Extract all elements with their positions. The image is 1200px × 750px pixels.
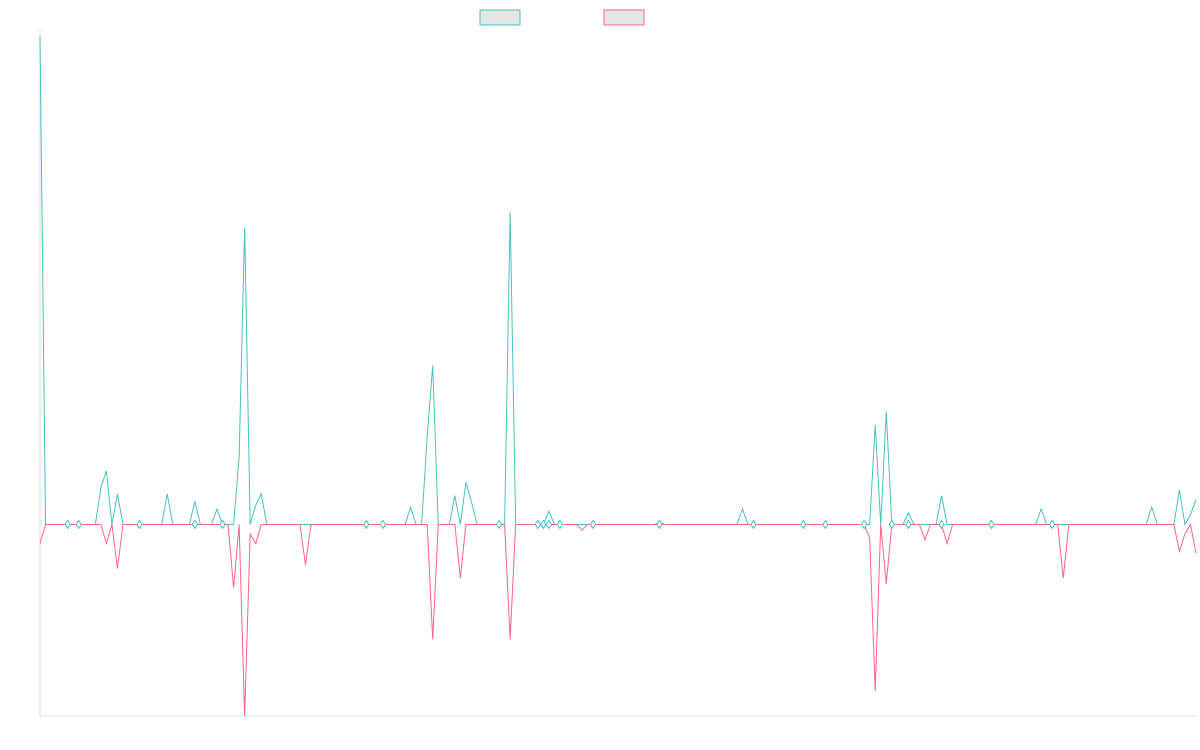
plot-area [39, 35, 1197, 717]
point-marker [1048, 519, 1056, 530]
series-line-2 [39, 523, 1197, 717]
point-marker [64, 519, 71, 530]
point-marker [219, 519, 226, 530]
point-marker [495, 519, 503, 530]
point-marker [545, 519, 553, 530]
point-marker [556, 519, 564, 530]
legend-swatch-1[interactable] [479, 9, 521, 26]
point-marker [905, 519, 912, 530]
point-marker [656, 519, 663, 530]
point-marker [988, 519, 995, 530]
point-marker [136, 519, 143, 530]
point-marker [191, 519, 199, 530]
point-marker [750, 519, 757, 530]
point-marker [534, 519, 541, 530]
point-marker [540, 519, 547, 530]
point-marker [822, 519, 829, 530]
point-marker [888, 519, 895, 530]
point-marker [860, 519, 868, 530]
legend-swatch-2[interactable] [603, 9, 645, 26]
point-marker [75, 519, 82, 530]
point-marker [589, 519, 597, 530]
point-marker [938, 519, 945, 530]
series-line-1 [39, 35, 1197, 526]
point-marker [800, 519, 807, 530]
point-marker [379, 519, 387, 530]
legend [479, 9, 645, 26]
point-marker [363, 519, 370, 530]
